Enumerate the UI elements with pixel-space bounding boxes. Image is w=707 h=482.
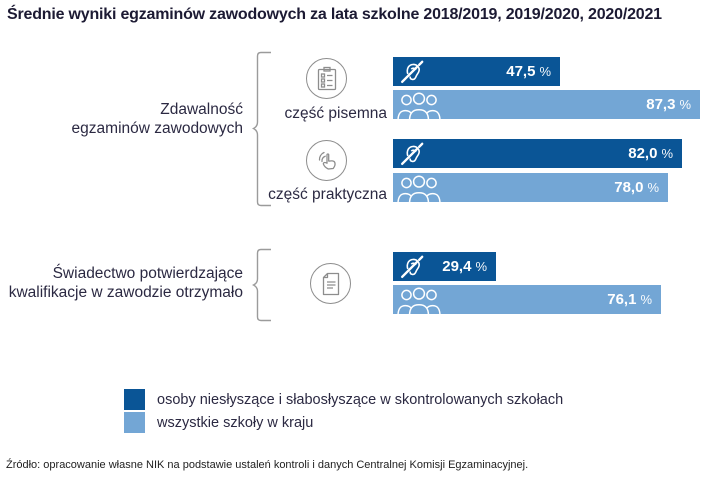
people-group-icon bbox=[396, 173, 442, 202]
bar-practical-deaf-students: 82,0% bbox=[393, 139, 682, 168]
certificate-icon-circle bbox=[310, 263, 351, 304]
people-group-icon bbox=[396, 90, 442, 119]
bar-certificate-deaf-students: 29,4% bbox=[393, 252, 496, 281]
deaf-icon bbox=[400, 141, 425, 166]
group1-brace bbox=[252, 51, 271, 207]
group-label-pass-rate: Zdawalność egzaminów zawodowych bbox=[72, 100, 243, 138]
deaf-icon bbox=[400, 254, 425, 279]
written-part-icon-circle bbox=[306, 58, 347, 99]
legend-item-all-schools: wszystkie szkoły w kraju bbox=[124, 412, 313, 433]
bar-value-label: 82,0% bbox=[628, 145, 673, 162]
source-note: Źródło: opracowanie własne NIK na podsta… bbox=[6, 459, 529, 471]
clipboard-checklist-icon bbox=[317, 66, 336, 90]
legend-label: osoby niesłyszące i słabosłyszące w skon… bbox=[157, 391, 564, 408]
bar-practical-all-schools: 78,0% bbox=[393, 173, 668, 202]
bar-written-all-schools: 87,3% bbox=[393, 90, 700, 119]
legend-swatch-dark-blue bbox=[124, 389, 145, 410]
group-label-line: egzaminów zawodowych bbox=[71, 120, 243, 137]
group-label-line: Świadectwo potwierdzające bbox=[52, 265, 243, 282]
chart-title: Średnie wyniki egzaminów zawodowych za l… bbox=[7, 6, 662, 23]
group-label-line: Zdawalność bbox=[160, 101, 243, 118]
legend-label: wszystkie szkoły w kraju bbox=[157, 414, 314, 431]
bar-certificate-all-schools: 76,1% bbox=[393, 285, 661, 314]
practical-part-label: część praktyczna bbox=[268, 186, 387, 203]
hand-tap-icon bbox=[318, 151, 336, 170]
people-group-icon bbox=[396, 285, 442, 314]
bar-value-label: 87,3% bbox=[646, 96, 691, 113]
practical-part-icon-circle bbox=[306, 140, 347, 181]
bar-value-label: 76,1% bbox=[607, 291, 652, 308]
written-part-label: część pisemna bbox=[284, 105, 387, 122]
group-label-line: kwalifikacje w zawodzie otrzymało bbox=[8, 284, 243, 301]
bar-value-label: 29,4% bbox=[442, 258, 487, 275]
bar-written-deaf-students: 47,5% bbox=[393, 57, 560, 86]
group-label-certificate: Świadectwo potwierdzające kwalifikacje w… bbox=[9, 264, 243, 302]
legend-swatch-light-blue bbox=[124, 412, 145, 433]
document-icon bbox=[322, 272, 339, 295]
bar-value-label: 78,0% bbox=[614, 179, 659, 196]
deaf-icon bbox=[400, 59, 425, 84]
bar-value-label: 47,5% bbox=[506, 63, 551, 80]
group3-brace bbox=[252, 248, 271, 322]
legend-item-deaf-students: osoby niesłyszące i słabosłyszące w skon… bbox=[124, 389, 563, 410]
